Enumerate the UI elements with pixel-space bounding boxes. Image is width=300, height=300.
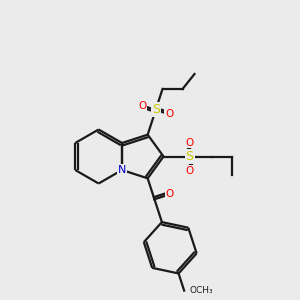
Text: O: O (138, 100, 146, 111)
Text: OCH₃: OCH₃ (189, 286, 213, 295)
Text: S: S (185, 150, 194, 163)
Text: O: O (166, 189, 174, 199)
Text: S: S (152, 103, 160, 116)
Text: O: O (185, 166, 194, 176)
Text: O: O (165, 109, 173, 119)
Text: N: N (118, 165, 126, 175)
Text: O: O (185, 137, 194, 148)
